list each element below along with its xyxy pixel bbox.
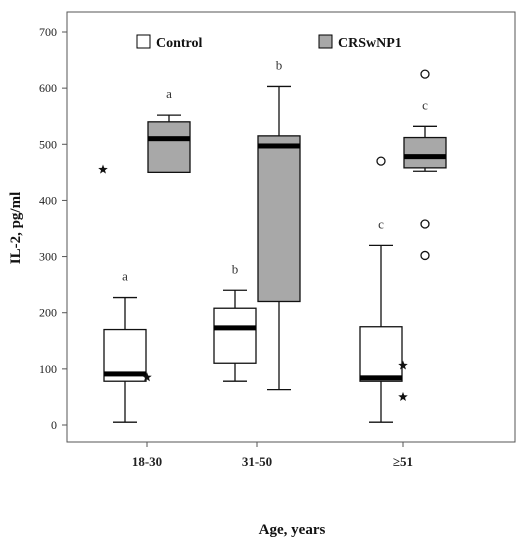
significance-label: a: [166, 86, 172, 101]
box-body: [257, 135, 301, 303]
extreme-marker: [398, 391, 408, 401]
legend-label-control: Control: [156, 36, 203, 51]
legend-label-crswnp1: CRSwNP1: [338, 36, 402, 51]
y-axis: 0 100 200 300 400 500 600 700: [39, 25, 67, 432]
outlier-marker: [376, 156, 386, 166]
extreme-marker: [98, 164, 108, 174]
y-tick-label: 100: [39, 362, 57, 376]
median-line: [404, 154, 446, 160]
y-tick-label: 300: [39, 250, 57, 264]
y-tick-label: 700: [39, 25, 57, 39]
significance-label: c: [422, 97, 428, 112]
y-tick-label: 500: [39, 137, 57, 151]
significance-label: c: [378, 216, 384, 231]
legend-swatch-crswnp1: [318, 34, 333, 49]
median-line: [360, 375, 402, 381]
median-line: [148, 136, 190, 142]
significance-label: b: [232, 261, 239, 276]
x-axis: 18-30 31-50 ≥51: [132, 442, 413, 469]
x-tick-label: 18-30: [132, 454, 162, 469]
y-tick-label: 200: [39, 306, 57, 320]
outlier-marker: [420, 69, 430, 79]
x-axis-title: Age, years: [259, 522, 326, 538]
outlier-marker: [420, 250, 430, 261]
plot-frame: [66, 11, 516, 443]
median-line: [104, 371, 146, 377]
box-control: c: [359, 156, 403, 423]
extreme-marker: [142, 372, 152, 382]
y-tick-label: 400: [39, 193, 57, 207]
outlier-marker: [420, 219, 430, 229]
legend: Control CRSwNP1: [136, 34, 402, 51]
y-tick-label: 600: [39, 81, 57, 95]
box-crswnp1: b: [257, 57, 301, 391]
box-series: a b c a b c: [98, 57, 447, 423]
box-crswnp1: c: [398, 69, 447, 401]
box-body: [147, 121, 191, 174]
extreme-marker: [398, 360, 408, 370]
median-line: [214, 325, 256, 331]
y-tick-label: 0: [51, 418, 57, 432]
box-control: b: [213, 261, 257, 382]
box-body: [359, 326, 403, 382]
median-line: [258, 143, 300, 149]
significance-label: b: [276, 57, 283, 72]
box-crswnp1: a: [142, 86, 191, 382]
box-body: [213, 307, 257, 364]
box-control: a: [98, 164, 147, 423]
x-tick-label: 31-50: [242, 454, 272, 469]
legend-swatch-control: [136, 34, 151, 49]
significance-label: a: [122, 269, 128, 284]
y-axis-title: IL-2, pg/ml: [8, 192, 24, 265]
x-tick-label: ≥51: [393, 454, 413, 469]
box-body: [403, 136, 447, 169]
